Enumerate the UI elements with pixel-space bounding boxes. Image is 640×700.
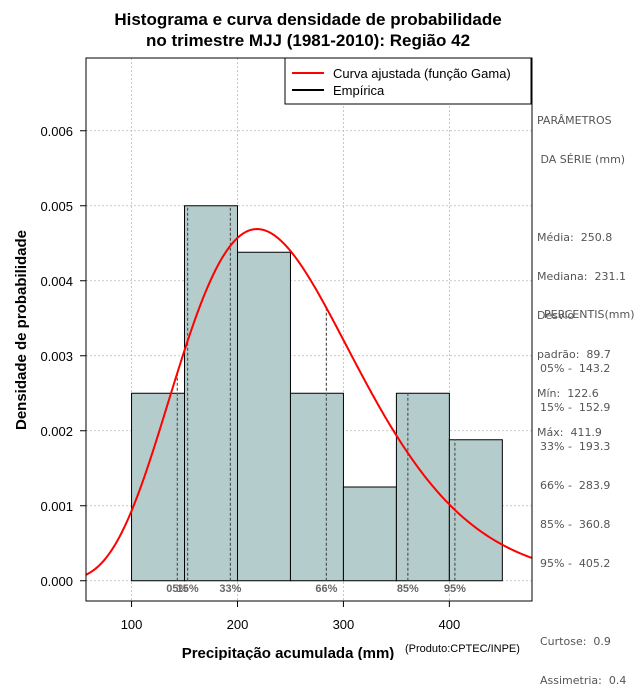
histogram-bar-5 <box>395 392 450 582</box>
percentis-title: PERCENTIS(mm) <box>544 308 635 321</box>
param-median: Mediana: 231.1 <box>537 270 626 283</box>
histogram-bar-2 <box>236 251 291 582</box>
percentile-label-1: 15% <box>177 583 199 595</box>
chart-title: Histograma e curva densidade de probabil… <box>114 10 501 50</box>
stat-skewness: Assimetria: 0.4 <box>540 674 627 687</box>
param-max: Máx: 411.9 <box>537 426 602 439</box>
param-std-label: Desvio <box>537 309 575 322</box>
percentile-label-5: 95% <box>444 583 466 595</box>
y-axis-title: Densidade de probabilidade <box>13 230 30 430</box>
x-axis: 100 200 300 400 <box>121 601 461 632</box>
y-tick-label-4: 0.004 <box>40 274 73 289</box>
percentile-05: 05% - 143.2 <box>540 362 611 375</box>
y-tick-label-2: 0.002 <box>40 424 73 439</box>
percentile-95: 95% - 405.2 <box>540 557 611 570</box>
percentile-66: 66% - 283.9 <box>540 479 611 492</box>
x-tick-label-3: 400 <box>439 617 461 632</box>
histogram-chart: Histograma e curva densidade de probabil… <box>13 10 533 660</box>
y-tick-label-1: 0.001 <box>40 499 73 514</box>
percentiles-panel: 05% - 143.2 15% - 152.9 33% - 193.3 66% … <box>540 336 626 700</box>
percentiles-spacer: ​ <box>540 596 626 609</box>
x-tick-label-2: 300 <box>333 617 355 632</box>
percentile-label-0: 05% <box>166 583 188 595</box>
percentile-33: 33% - 193.3 <box>540 440 611 453</box>
param-std-value: padrão: 89.7 <box>537 348 611 361</box>
param-min: Mín: 122.6 <box>537 387 599 400</box>
histogram-bar-3 <box>289 392 344 582</box>
histogram-bar-0 <box>131 392 186 582</box>
percentile-85: 85% - 360.8 <box>540 518 611 531</box>
x-axis-title: Precipitação acumulada (mm) <box>182 645 395 660</box>
params-title-line-2: DA SÉRIE (mm) <box>537 153 626 166</box>
y-tick-label-6: 0.006 <box>40 124 73 139</box>
y-tick-label-5: 0.005 <box>40 199 73 214</box>
x-tick-label-1: 200 <box>227 617 249 632</box>
percentile-15: 15% - 152.9 <box>540 401 611 414</box>
x-tick-label-0: 100 <box>121 617 143 632</box>
histogram-bar-6 <box>448 439 503 582</box>
legend: Curva ajustada (função Gama) Empírica <box>284 57 532 105</box>
chart-title-line-2: no trimestre MJJ (1981-2010): Região 42 <box>146 31 470 50</box>
y-tick-label-3: 0.003 <box>40 349 73 364</box>
gamma-fit-curve <box>85 228 533 576</box>
percentile-labels: 05%15% 33% 66% 85% 95% <box>166 583 466 595</box>
percentile-label-2: 33% <box>219 583 241 595</box>
credit-text: (Produto:CPTEC/INPE) <box>405 643 520 655</box>
histogram-bar-1 <box>184 205 238 582</box>
param-mean: Média: 250.8 <box>537 231 613 244</box>
legend-label-curve: Curva ajustada (função Gama) <box>333 66 511 81</box>
histogram-bar-4 <box>342 486 397 582</box>
series-parameters-panel: PARÂMETROS DA SÉRIE (mm) ​ Média: 250.8 … <box>537 88 626 452</box>
params-title-line-1: PARÂMETROS <box>537 114 612 127</box>
legend-label-empirical: Empírica <box>333 83 385 98</box>
params-spacer: ​ <box>537 192 626 205</box>
chart-title-line-1: Histograma e curva densidade de probabil… <box>114 10 501 29</box>
percentile-label-3: 66% <box>315 583 337 595</box>
percentile-label-4: 85% <box>397 583 419 595</box>
y-axis: 0.000 0.001 0.002 0.003 0.004 0.005 0.006 <box>40 124 86 589</box>
y-tick-label-0: 0.000 <box>40 574 73 589</box>
legend-box <box>284 57 532 105</box>
stat-kurtosis: Curtose: 0.9 <box>540 635 611 648</box>
